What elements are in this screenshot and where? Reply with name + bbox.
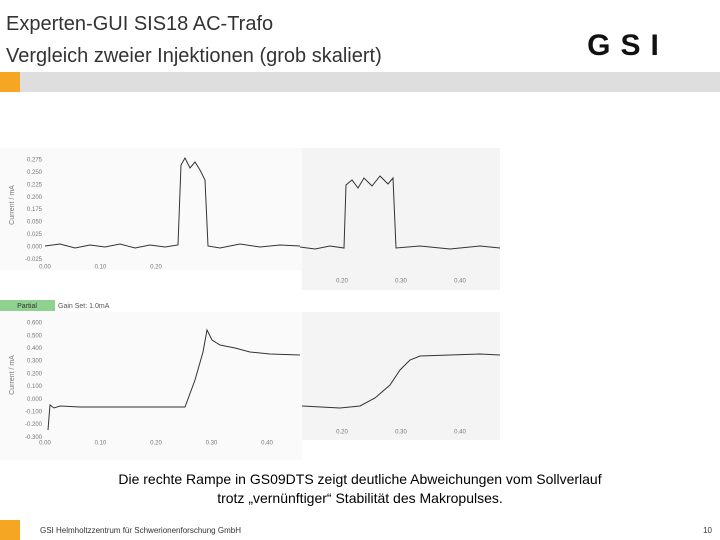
- y-tick-label: 0.050: [27, 220, 43, 226]
- y-tick-label: 0.025: [27, 232, 43, 238]
- y-tick-label: 0.000: [27, 244, 43, 250]
- plot-bg: [302, 148, 500, 290]
- title-line: Vergleich zweier Injektionen (grob skali…: [6, 45, 382, 67]
- gain-label: Gain Set: 1.0mA: [58, 303, 110, 310]
- waveform: [44, 156, 301, 249]
- title-line: Experten-GUI SIS18 AC-Trafo: [6, 13, 273, 35]
- header-bar: [20, 72, 720, 92]
- x-tick-label: 0.00: [39, 265, 51, 271]
- y-tick-label: 0.500: [27, 333, 43, 339]
- accent-square: [0, 520, 20, 540]
- x-tick-label: 0.30: [206, 441, 218, 447]
- accent-square: [0, 72, 20, 92]
- x-tick-label: 0.20: [150, 441, 162, 447]
- y-tick-label: 0.200: [27, 371, 43, 377]
- plot-bg: [302, 312, 500, 440]
- y-tick-label: -0.300: [25, 435, 43, 441]
- plot-bg: [0, 148, 302, 270]
- x-tick-label: 0.20: [150, 265, 162, 271]
- x-tick-label: 0.20: [336, 279, 348, 285]
- y-tick-label: 0.250: [27, 170, 43, 176]
- x-tick-label: 0.10: [95, 265, 107, 271]
- y-tick-label: 0.000: [27, 397, 43, 403]
- screenshot: Partial Gain Set: 1.0mA Current / mA Cur…: [0, 148, 501, 460]
- x-tick-label: 0.10: [95, 441, 107, 447]
- y-axis-label: Current / mA: [9, 185, 16, 225]
- partial-label: Partial: [17, 303, 37, 310]
- x-tick-label: 0.40: [454, 430, 466, 436]
- waveform: [47, 328, 301, 431]
- y-tick-label: -0.200: [25, 422, 43, 428]
- y-tick-label: 0.275: [27, 158, 43, 164]
- page-number: 10: [703, 526, 712, 535]
- y-tick-label: 0.225: [27, 182, 43, 188]
- waveform: [299, 175, 501, 250]
- footer-org: GSI Helmholtzzentrum für Schwerionenfors…: [40, 526, 241, 535]
- y-tick-label: 0.100: [27, 384, 43, 390]
- waveform: [301, 353, 501, 409]
- plot-bg: [0, 312, 302, 460]
- x-tick-label: 0.20: [336, 430, 348, 436]
- x-tick-label: 0.00: [39, 441, 51, 447]
- y-tick-label: 0.175: [27, 207, 43, 213]
- y-axis-label: Current / mA: [9, 355, 16, 395]
- caption: Die rechte Rampe in GS09DTS zeigt deutli…: [118, 471, 601, 487]
- partial-button[interactable]: [0, 300, 55, 311]
- x-tick-label: 0.30: [395, 279, 407, 285]
- x-tick-label: 0.40: [454, 279, 466, 285]
- y-tick-label: 0.400: [27, 346, 43, 352]
- y-tick-label: -0.025: [25, 257, 43, 263]
- logo: GSI: [587, 29, 669, 62]
- x-tick-label: 0.40: [261, 441, 273, 447]
- x-tick-label: 0.30: [395, 430, 407, 436]
- y-tick-label: 0.300: [27, 359, 43, 365]
- caption: trotz „vernünftiger“ Stabilität des Makr…: [217, 490, 503, 506]
- y-tick-label: 0.200: [27, 195, 43, 201]
- y-tick-label: -0.100: [25, 409, 43, 415]
- y-tick-label: 0.600: [27, 321, 43, 327]
